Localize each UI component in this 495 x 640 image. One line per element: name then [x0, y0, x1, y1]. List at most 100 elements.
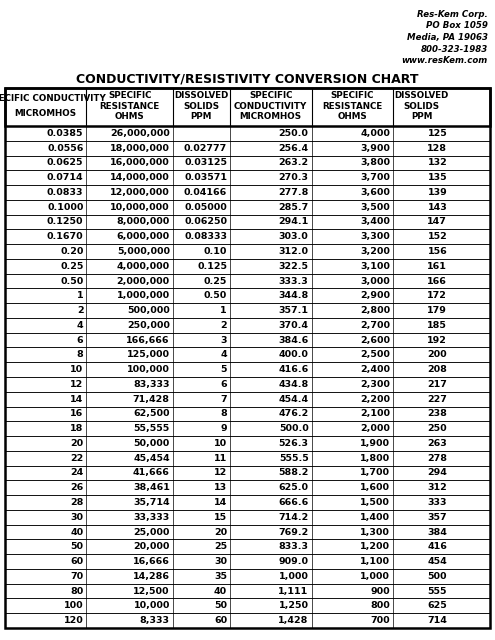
Text: 83,333: 83,333	[133, 380, 170, 389]
Text: 7: 7	[220, 395, 227, 404]
Text: 179: 179	[427, 306, 447, 315]
Text: 3,900: 3,900	[360, 143, 390, 153]
Bar	[5, 200, 490, 214]
Text: 8,333: 8,333	[140, 616, 170, 625]
Text: 14: 14	[214, 498, 227, 507]
Text: 0.08333: 0.08333	[184, 232, 227, 241]
Text: 24: 24	[70, 468, 84, 477]
Text: 0.02777: 0.02777	[184, 143, 227, 153]
Text: DISSOLVED: DISSOLVED	[395, 91, 449, 100]
Text: 71,428: 71,428	[133, 395, 170, 404]
Text: OHMS: OHMS	[338, 113, 367, 122]
Bar	[5, 451, 490, 465]
Text: 8: 8	[77, 350, 84, 359]
Bar	[5, 392, 490, 406]
Bar	[5, 185, 490, 200]
Text: Media, PA 19063: Media, PA 19063	[407, 33, 488, 42]
Text: PPM: PPM	[191, 113, 212, 122]
Bar	[5, 214, 490, 229]
Text: 270.3: 270.3	[279, 173, 308, 182]
Bar	[5, 584, 490, 598]
Text: 1,300: 1,300	[360, 527, 390, 536]
Text: 0.50: 0.50	[204, 291, 227, 300]
Text: 5: 5	[221, 365, 227, 374]
Bar	[5, 88, 490, 126]
Text: 1,600: 1,600	[360, 483, 390, 492]
Text: 4: 4	[77, 321, 84, 330]
Text: 263: 263	[428, 439, 447, 448]
Text: 0.25: 0.25	[60, 262, 84, 271]
Text: 555.5: 555.5	[279, 454, 308, 463]
Text: 2,000,000: 2,000,000	[117, 276, 170, 285]
Text: 500.0: 500.0	[279, 424, 308, 433]
Text: 0.125: 0.125	[197, 262, 227, 271]
Text: 294: 294	[427, 468, 447, 477]
Text: 3,500: 3,500	[360, 203, 390, 212]
Text: 0.0385: 0.0385	[47, 129, 84, 138]
Text: 12,500: 12,500	[133, 587, 170, 596]
Text: 50,000: 50,000	[134, 439, 170, 448]
Text: 384.6: 384.6	[278, 335, 308, 344]
Text: 3,400: 3,400	[360, 218, 390, 227]
Text: RESISTANCE: RESISTANCE	[99, 102, 160, 111]
Text: 50: 50	[214, 602, 227, 611]
Text: 1,400: 1,400	[360, 513, 390, 522]
Text: 833.3: 833.3	[279, 542, 308, 551]
Text: www.resKem.com: www.resKem.com	[402, 56, 488, 65]
Text: 3,200: 3,200	[360, 247, 390, 256]
Bar	[5, 259, 490, 274]
Text: 227: 227	[427, 395, 447, 404]
Text: 0.20: 0.20	[60, 247, 84, 256]
Text: 625: 625	[428, 602, 447, 611]
Text: 35: 35	[214, 572, 227, 581]
Text: 25,000: 25,000	[134, 527, 170, 536]
Text: 0.03125: 0.03125	[184, 159, 227, 168]
Text: 3,000: 3,000	[360, 276, 390, 285]
Text: 200: 200	[428, 350, 447, 359]
Text: 6: 6	[77, 335, 84, 344]
Text: 12: 12	[70, 380, 84, 389]
Text: 800-323-1983: 800-323-1983	[421, 45, 488, 54]
Text: 128: 128	[427, 143, 447, 153]
Text: SOLIDS: SOLIDS	[183, 102, 219, 111]
Text: 526.3: 526.3	[279, 439, 308, 448]
Text: 62,500: 62,500	[133, 410, 170, 419]
Text: PO Box 1059: PO Box 1059	[426, 22, 488, 31]
Text: 16,666: 16,666	[133, 557, 170, 566]
Text: 1,000: 1,000	[279, 572, 308, 581]
Bar	[5, 495, 490, 510]
Bar	[5, 613, 490, 628]
Text: 666.6: 666.6	[278, 498, 308, 507]
Text: 0.50: 0.50	[60, 276, 84, 285]
Text: 12: 12	[214, 468, 227, 477]
Text: 125: 125	[428, 129, 447, 138]
Text: 26: 26	[70, 483, 84, 492]
Text: 22: 22	[70, 454, 84, 463]
Text: 3,100: 3,100	[360, 262, 390, 271]
Text: 454: 454	[428, 557, 447, 566]
Text: 588.2: 588.2	[278, 468, 308, 477]
Text: 0.1670: 0.1670	[47, 232, 84, 241]
Text: 139: 139	[428, 188, 447, 197]
Bar	[5, 510, 490, 525]
Text: 172: 172	[427, 291, 447, 300]
Bar	[5, 141, 490, 156]
Text: 26,000,000: 26,000,000	[110, 129, 170, 138]
Text: 135: 135	[428, 173, 447, 182]
Text: 6,000,000: 6,000,000	[117, 232, 170, 241]
Text: 333.3: 333.3	[279, 276, 308, 285]
Text: 250: 250	[428, 424, 447, 433]
Text: 400.0: 400.0	[279, 350, 308, 359]
Bar	[5, 377, 490, 392]
Text: 1,000: 1,000	[360, 572, 390, 581]
Bar	[5, 289, 490, 303]
Text: 769.2: 769.2	[278, 527, 308, 536]
Text: 714.2: 714.2	[278, 513, 308, 522]
Text: CONDUCTIVITY/RESISTIVITY CONVERSION CHART: CONDUCTIVITY/RESISTIVITY CONVERSION CHAR…	[76, 72, 418, 85]
Text: 2,600: 2,600	[360, 335, 390, 344]
Text: 0.25: 0.25	[203, 276, 227, 285]
Bar	[5, 465, 490, 481]
Text: 50: 50	[70, 542, 84, 551]
Text: 238: 238	[427, 410, 447, 419]
Bar	[5, 170, 490, 185]
